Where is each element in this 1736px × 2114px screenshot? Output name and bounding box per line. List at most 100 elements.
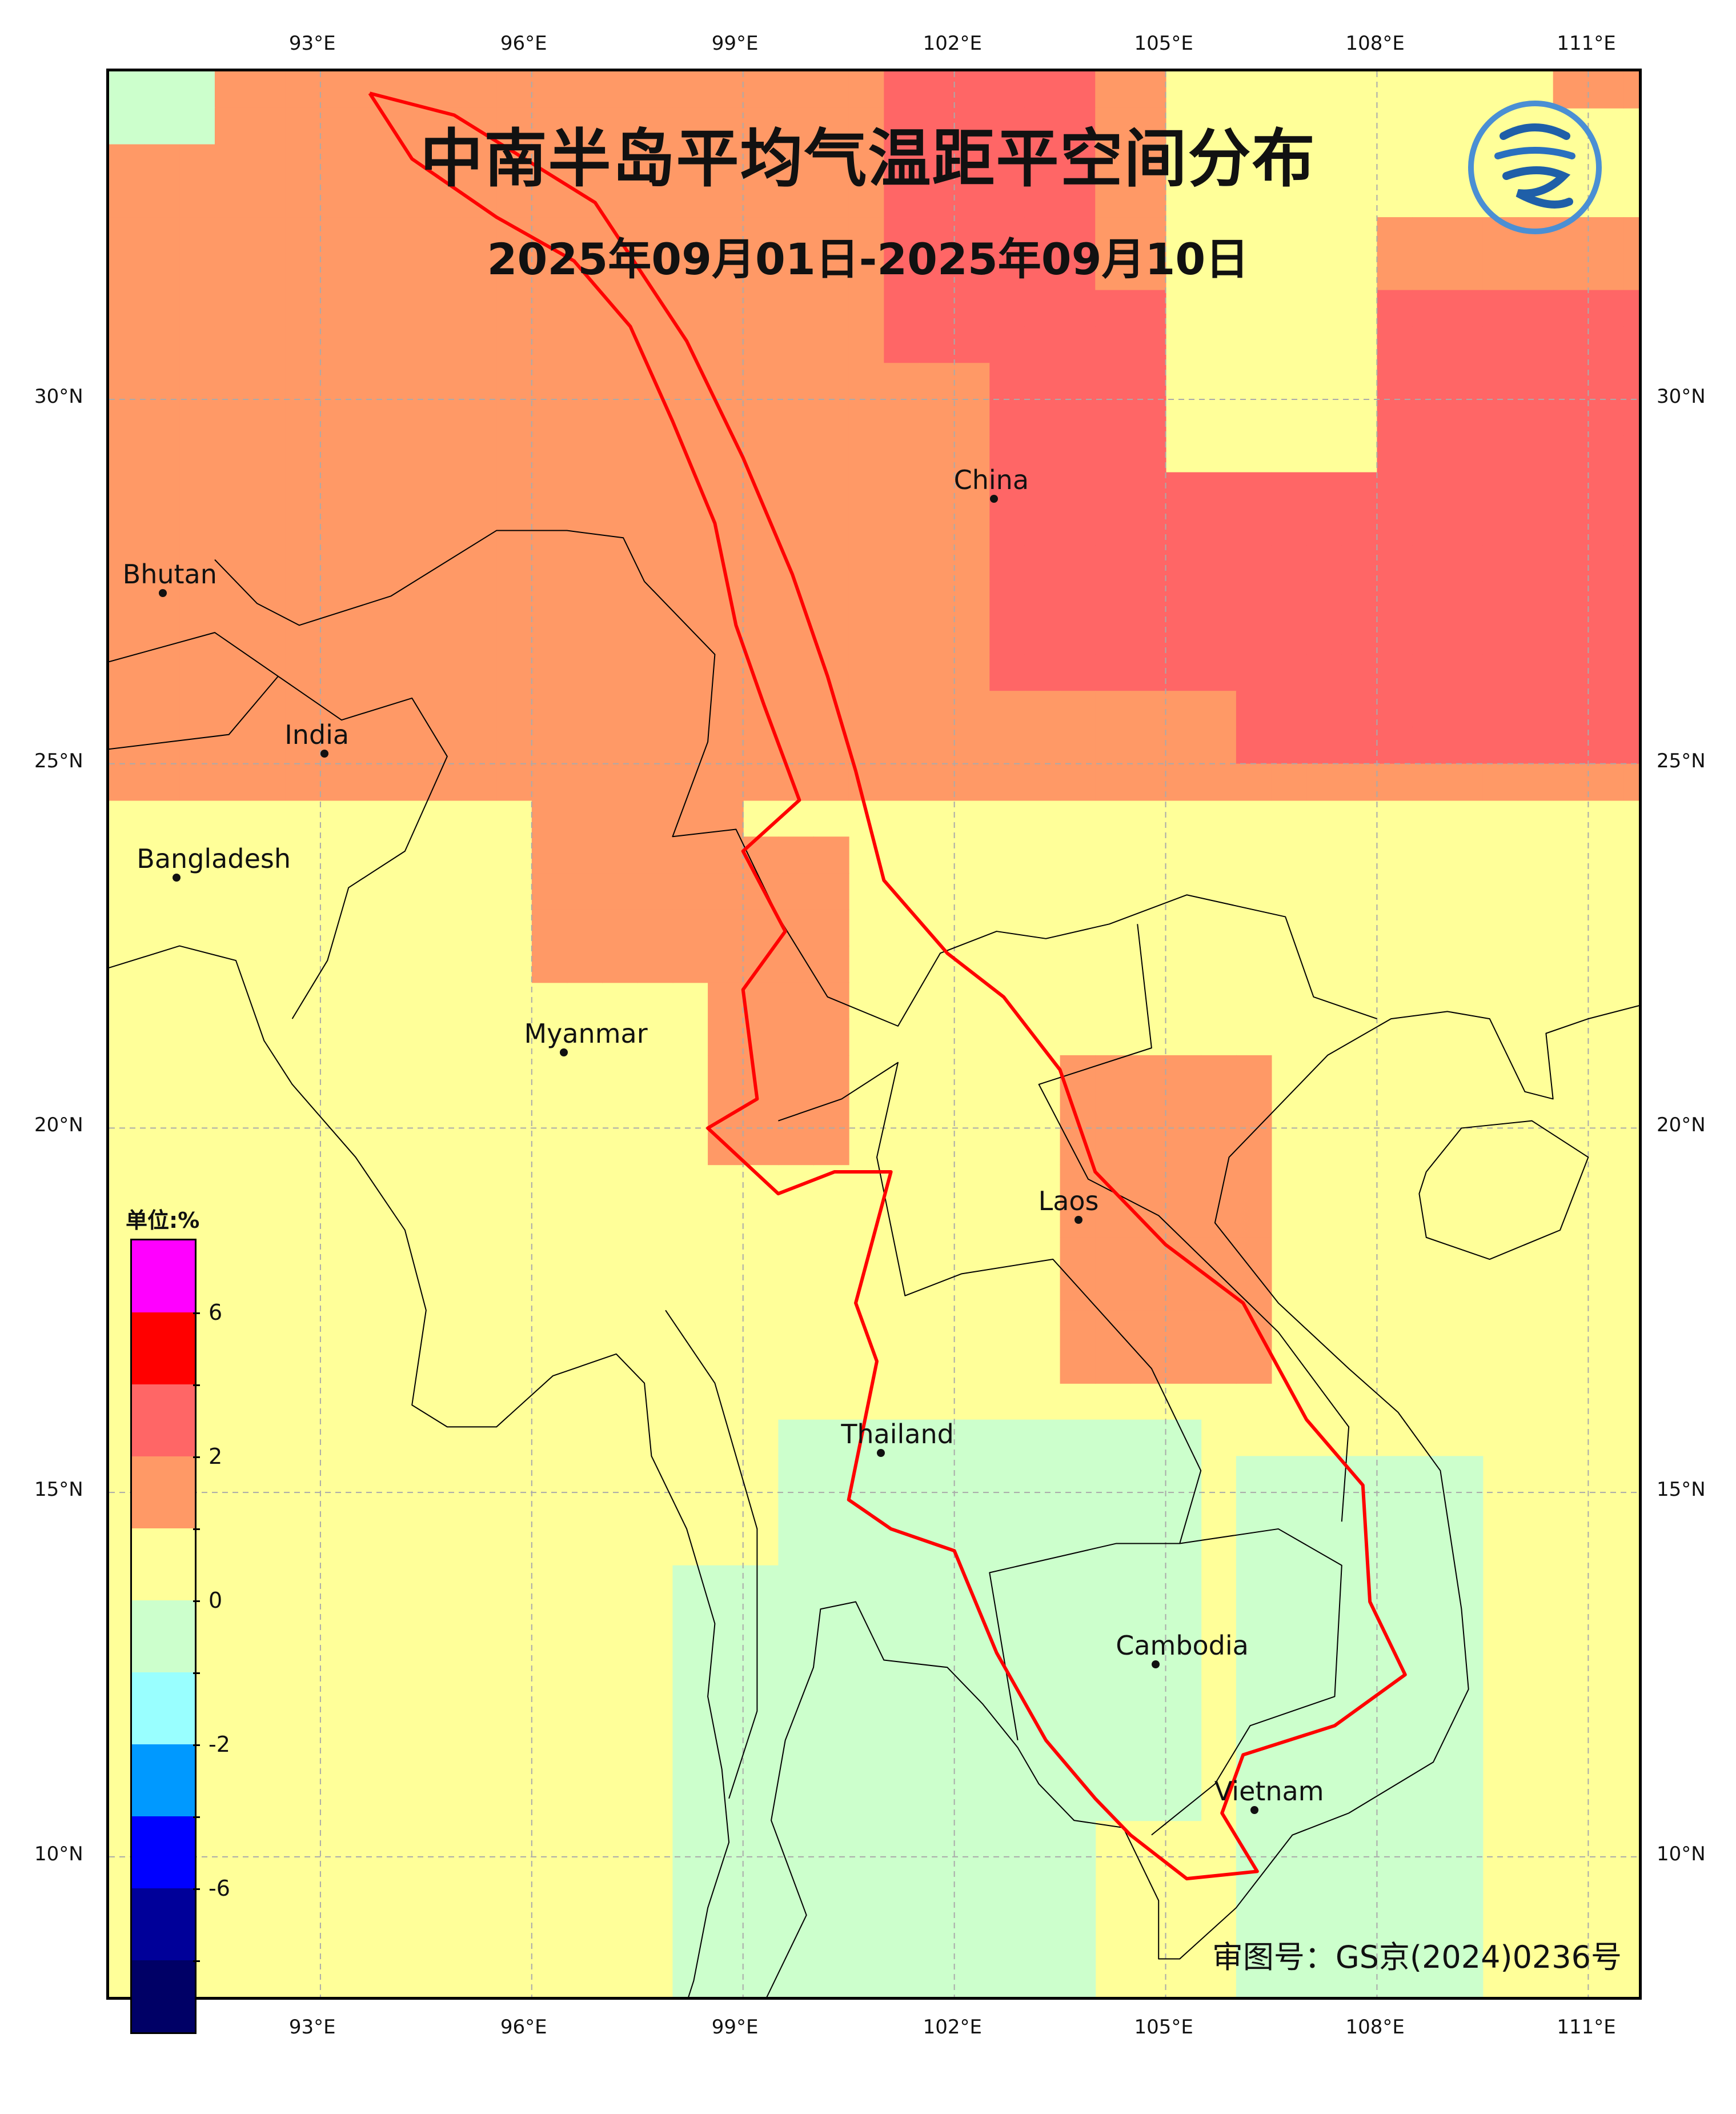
anomaly-cell: [708, 1565, 744, 1603]
anomaly-cell: [1306, 1565, 1342, 1603]
anomaly-cell: [1553, 618, 1589, 655]
anomaly-cell: [743, 909, 779, 947]
anomaly-cell: [1412, 1929, 1448, 1967]
anomaly-cell: [778, 1820, 815, 1857]
anomaly-cell: [1623, 581, 1639, 619]
anomaly-cell: [743, 1747, 779, 1785]
anomaly-cell: [1060, 1310, 1096, 1348]
legend-swatch: [132, 1384, 195, 1456]
anomaly-cell: [884, 727, 920, 764]
anomaly-cell: [250, 727, 286, 764]
anomaly-cell: [250, 107, 286, 145]
anomaly-cell: [813, 181, 849, 218]
anomaly-cell: [1341, 1784, 1378, 1821]
anomaly-cell: [813, 1638, 849, 1676]
anomaly-cell: [813, 873, 849, 910]
anomaly-cell: [848, 1966, 885, 1997]
anomaly-cell: [1024, 472, 1061, 510]
anomaly-cell: [1236, 472, 1272, 510]
anomaly-cell: [778, 691, 815, 728]
anomaly-cell: [708, 1893, 744, 1931]
anomaly-cell: [1130, 727, 1166, 764]
anomaly-cell: [1377, 1456, 1413, 1494]
anomaly-cell: [1412, 435, 1448, 473]
anomaly-cell: [1412, 1893, 1448, 1931]
anomaly-cell: [743, 1055, 779, 1092]
coastline-west: [109, 945, 730, 1997]
anomaly-cell: [144, 509, 181, 546]
anomaly-cell: [954, 290, 991, 327]
anomaly-cell: [954, 509, 991, 546]
anomaly-cell: [848, 1820, 885, 1857]
country-border: [1038, 924, 1350, 1522]
anomaly-cell: [884, 107, 920, 145]
anomaly-cell: [1060, 253, 1096, 291]
anomaly-cell: [1130, 1675, 1166, 1712]
anomaly-cell: [1095, 1711, 1131, 1748]
anomaly-cell: [1130, 472, 1166, 510]
anomaly-cell: [426, 217, 462, 254]
anomaly-cell: [954, 326, 991, 364]
anomaly-cell: [250, 618, 286, 655]
anomaly-cell: [1024, 691, 1061, 728]
lon-tick-bottom: 111°E: [1557, 2016, 1616, 2039]
anomaly-cell: [461, 253, 498, 291]
anomaly-cell: [144, 253, 181, 291]
anomaly-cell: [1060, 509, 1096, 546]
anomaly-cell: [954, 727, 991, 764]
anomaly-cell: [1024, 727, 1061, 764]
anomaly-cell: [813, 946, 849, 983]
anomaly-cell: [285, 691, 321, 728]
anomaly-cell: [355, 326, 392, 364]
city-marker: [158, 589, 167, 598]
anomaly-cell: [355, 763, 392, 801]
anomaly-cell: [1623, 326, 1639, 364]
anomaly-cell: [1024, 1601, 1061, 1639]
anomaly-cell: [1060, 1711, 1096, 1748]
anomaly-cell: [496, 181, 532, 218]
anomaly-cell: [743, 71, 779, 109]
anomaly-cell: [919, 691, 955, 728]
anomaly-cell: [743, 290, 779, 327]
anomaly-cell: [1553, 472, 1589, 510]
anomaly-cell: [109, 71, 145, 109]
anomaly-cell: [954, 363, 991, 400]
anomaly-cell: [320, 654, 356, 692]
anomaly-cell: [1623, 363, 1639, 400]
anomaly-cell: [391, 727, 427, 764]
anomaly-cell: [144, 290, 181, 327]
anomaly-cell: [813, 509, 849, 546]
anomaly-cell: [391, 472, 427, 510]
anomaly-cell: [848, 1747, 885, 1785]
anomaly-cell: [531, 435, 568, 473]
anomaly-cell: [602, 727, 638, 764]
anomaly-cell: [1095, 71, 1131, 109]
anomaly-cell: [884, 1929, 920, 1967]
legend-swatch: [132, 1744, 195, 1816]
anomaly-cell: [989, 1528, 1025, 1566]
anomaly-cell: [1130, 1237, 1166, 1275]
anomaly-cell: [496, 581, 532, 619]
anomaly-cell: [1130, 435, 1166, 473]
anomaly-cell: [919, 1492, 955, 1530]
anomaly-cell: [1095, 727, 1131, 764]
anomaly-cell: [1130, 654, 1166, 692]
anomaly-cell: [567, 836, 603, 874]
anomaly-cell: [1553, 71, 1589, 109]
anomaly-cell: [1130, 1601, 1166, 1639]
anomaly-cell: [1024, 1638, 1061, 1676]
anomaly-cell: [1271, 545, 1308, 582]
anomaly-cell: [1060, 545, 1096, 582]
anomaly-cell: [1377, 326, 1413, 364]
anomaly-cell: [1201, 763, 1237, 801]
anomaly-cell: [567, 800, 603, 838]
anomaly-cell: [954, 1492, 991, 1530]
anomaly-cell: [1095, 1055, 1131, 1092]
anomaly-cell: [1201, 1164, 1237, 1202]
anomaly-cell: [1060, 71, 1096, 109]
anomaly-cell: [531, 654, 568, 692]
anomaly-cell: [320, 71, 356, 109]
city-label: Thailand: [841, 1419, 954, 1450]
anomaly-cell: [919, 217, 955, 254]
anomaly-cell: [1095, 1565, 1131, 1603]
